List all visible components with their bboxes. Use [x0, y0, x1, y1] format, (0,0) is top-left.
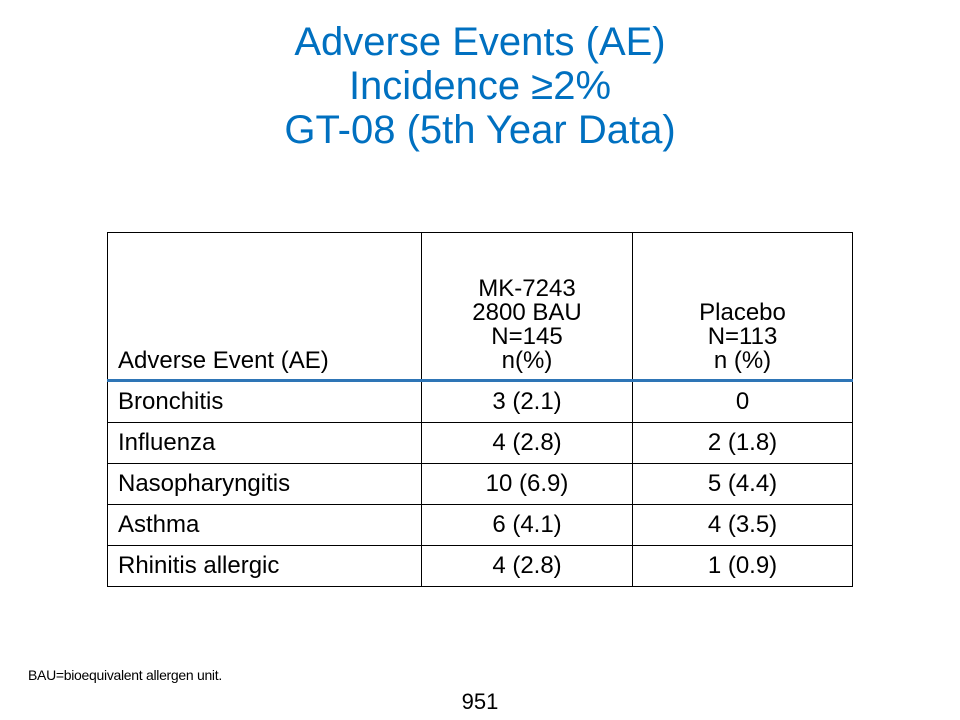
cell-event: Nasopharyngitis	[107, 463, 422, 505]
header-placebo-line: n (%)	[713, 347, 772, 374]
header-mk-7243: MK-7243 2800 BAU N=145 n(%)	[421, 232, 633, 382]
table-row: Influenza 4 (2.8) 2 (1.8)	[107, 422, 853, 464]
table-row: Nasopharyngitis 10 (6.9) 5 (4.4)	[107, 463, 853, 505]
header-mk-line: MK-7243	[478, 275, 576, 302]
cell-event: Rhinitis allergic	[107, 545, 422, 587]
adverse-events-table: Adverse Event (AE) MK-7243 2800 BAU N=14…	[107, 232, 853, 587]
header-placebo-line: Placebo	[699, 299, 786, 326]
table-row: Rhinitis allergic 4 (2.8) 1 (0.9)	[107, 545, 853, 587]
title-line-1: Adverse Events (AE)	[294, 20, 666, 64]
slide-title: Adverse Events (AE) Incidence ≥2% GT-08 …	[0, 20, 960, 152]
cell-event: Asthma	[107, 504, 422, 546]
table-row: Asthma 6 (4.1) 4 (3.5)	[107, 504, 853, 546]
cell-placebo: 5 (4.4)	[632, 463, 853, 505]
cell-event: Bronchitis	[107, 380, 422, 423]
cell-event: Influenza	[107, 422, 422, 464]
cell-mk: 3 (2.1)	[421, 380, 633, 423]
header-mk-line: n(%)	[501, 347, 553, 374]
header-placebo: Placebo N=113 n (%)	[632, 232, 853, 382]
cell-mk: 6 (4.1)	[421, 504, 633, 546]
title-line-2: Incidence ≥2%	[348, 64, 612, 108]
page-number: 951	[461, 689, 499, 714]
cell-mk: 4 (2.8)	[421, 545, 633, 587]
cell-placebo: 1 (0.9)	[632, 545, 853, 587]
header-placebo-line: N=113	[707, 323, 778, 350]
cell-mk: 4 (2.8)	[421, 422, 633, 464]
cell-mk: 10 (6.9)	[421, 463, 633, 505]
cell-placebo: 2 (1.8)	[632, 422, 853, 464]
header-mk-line: 2800 BAU	[472, 299, 582, 326]
table-header-row: Adverse Event (AE) MK-7243 2800 BAU N=14…	[107, 232, 853, 382]
header-mk-line: N=145	[491, 323, 563, 350]
title-line-3: GT-08 (5th Year Data)	[284, 108, 676, 152]
header-adverse-event: Adverse Event (AE)	[107, 232, 422, 382]
cell-placebo: 0	[632, 380, 853, 423]
footnote: BAU=bioequivalent allergen unit.	[28, 667, 222, 683]
table-row: Bronchitis 3 (2.1) 0	[107, 380, 853, 423]
cell-placebo: 4 (3.5)	[632, 504, 853, 546]
